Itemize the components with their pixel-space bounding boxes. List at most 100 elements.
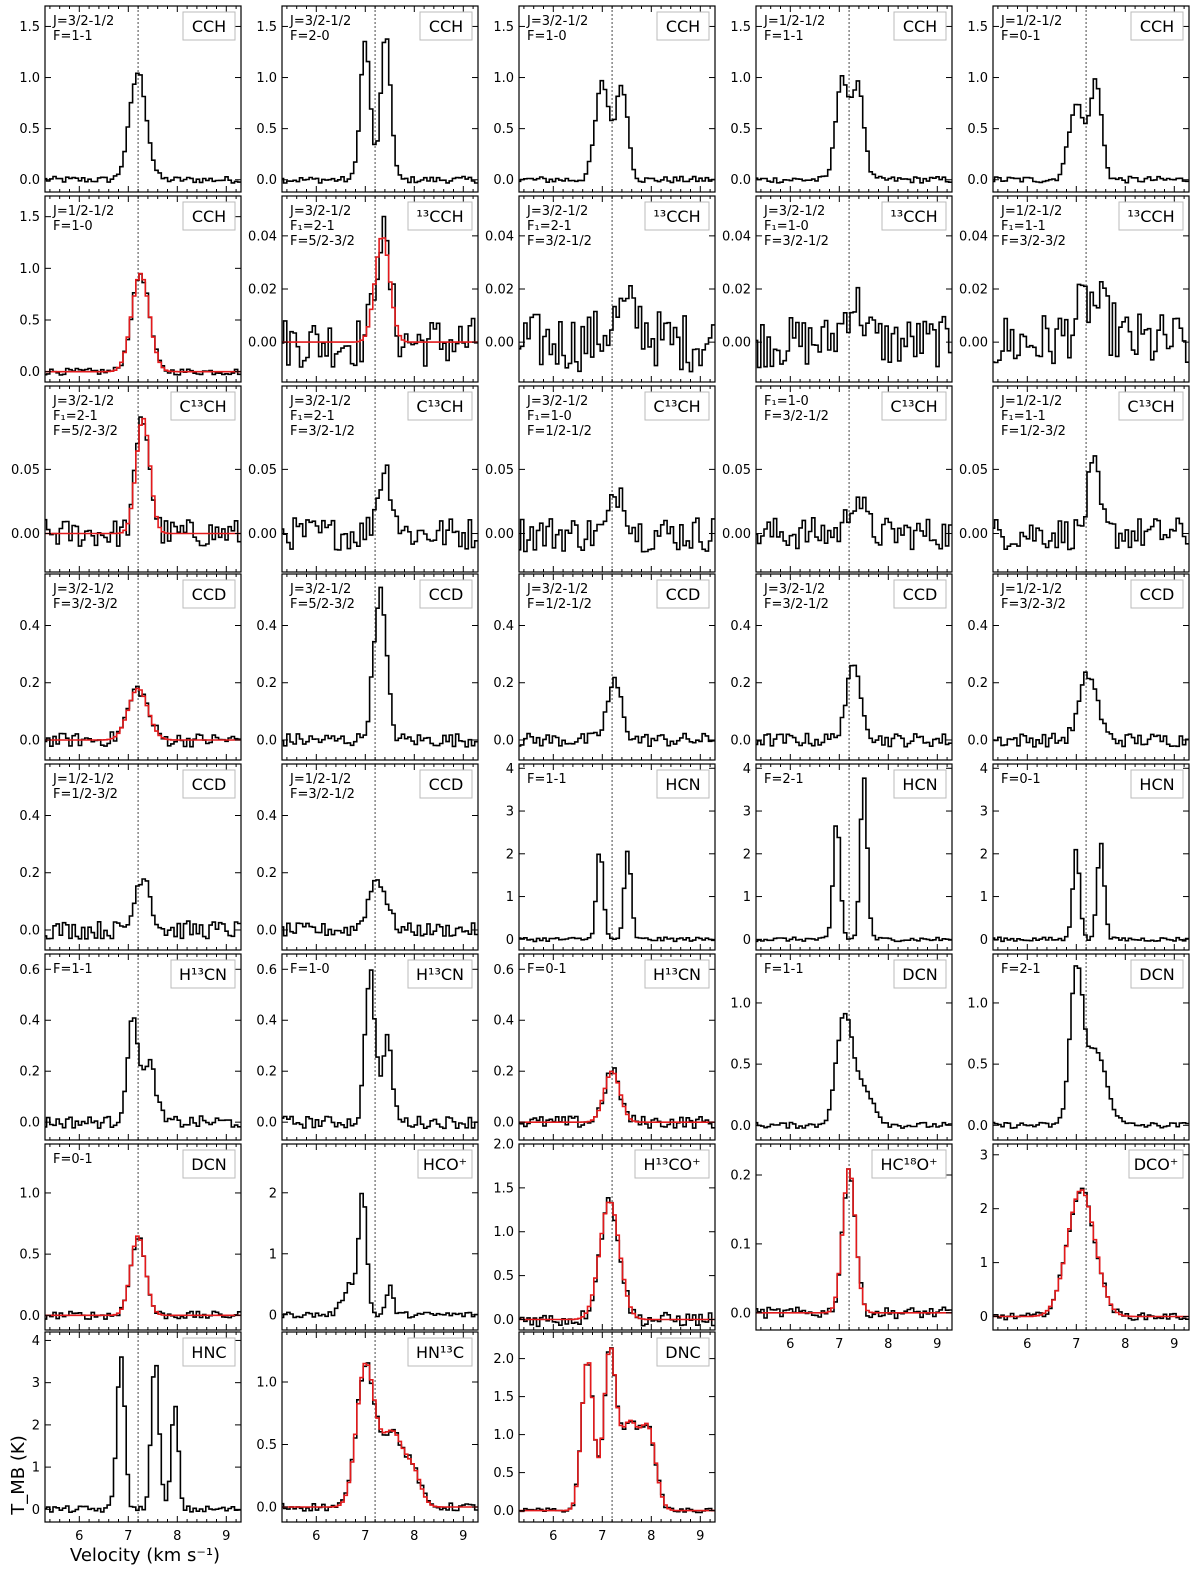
y-tick-label: 0.05: [959, 463, 988, 478]
observed-spectrum: [282, 586, 478, 748]
transition-label: J=1/2-1/2: [763, 14, 825, 29]
y-tick-label: 2: [980, 1202, 988, 1217]
y-tick-label: 0.2: [256, 1065, 277, 1080]
molecule-label: H¹³CO⁺: [643, 1155, 700, 1174]
molecule-label: DCN: [191, 1155, 226, 1174]
fit-spectrum: [993, 1189, 1189, 1318]
x-tick-label: 8: [1121, 1337, 1129, 1352]
molecule-label: CCH: [192, 17, 226, 36]
transition-label: F=0-1: [53, 1152, 93, 1167]
y-tick-label: 0.02: [248, 283, 277, 298]
panel-frame: [518, 763, 716, 951]
y-tick-label: 1.0: [493, 71, 514, 86]
molecule-label-box: [419, 769, 473, 799]
x-tick-label: 6: [786, 1337, 794, 1352]
transition-label: F=3/2-3/2: [53, 597, 118, 612]
molecule-label: CCD: [429, 585, 464, 604]
y-tick-label: 1: [743, 890, 751, 905]
spectrum-panel-6-1: 0 1 2 HCO⁺: [269, 1143, 479, 1331]
x-tick-label: 8: [173, 1529, 181, 1544]
spectrum-panel-0-1: 0.0 0.5 1.0 1.5 CCH J=3/2-1/2F=2-0: [256, 5, 479, 193]
panel-frame: [518, 1331, 716, 1523]
y-tick-label: 0.5: [19, 1248, 40, 1263]
observed-spectrum: [993, 281, 1189, 365]
transition-label: J=1/2-1/2: [1000, 394, 1062, 409]
y-tick-label: 3: [980, 1148, 988, 1163]
y-tick-label: 0.4: [19, 619, 40, 634]
transition-label: F=3/2-1/2: [290, 787, 355, 802]
transition-label: F=5/2-3/2: [290, 234, 355, 249]
panel-frame: [44, 385, 242, 573]
y-tick-label: 1.0: [730, 71, 751, 86]
molecule-label: HCN: [902, 775, 937, 794]
observed-spectrum: [756, 286, 952, 369]
y-tick-label: 2: [269, 1186, 277, 1201]
panel-frame: [518, 385, 716, 573]
panel-frame: [992, 763, 1190, 951]
y-tick-label: 0.00: [248, 527, 277, 542]
panel-frame: [281, 1331, 479, 1523]
y-tick-label: 1.0: [493, 1225, 514, 1240]
y-tick-label: 0.4: [256, 1014, 277, 1029]
molecule-label-box: [1128, 1149, 1184, 1179]
y-tick-label: 1.5: [493, 1181, 514, 1196]
y-tick-label: 0.5: [493, 122, 514, 137]
transition-label: F=3/2-3/2: [1001, 597, 1066, 612]
transition-label: J=3/2-1/2: [526, 394, 588, 409]
y-tick-label: 1.5: [967, 20, 988, 35]
molecule-label: HC¹⁸O⁺: [880, 1155, 937, 1174]
molecule-label: CCD: [192, 775, 227, 794]
transition-label: F₁=2-1: [290, 219, 335, 234]
molecule-label-box: [893, 579, 947, 609]
y-tick-label: 0.04: [248, 229, 277, 244]
y-tick-label: 0.0: [967, 1119, 988, 1134]
transition-label: F₁=2-1: [527, 219, 572, 234]
molecule-label-box: [893, 11, 947, 41]
spectrum-panel-1-0: 0.0 0.5 1.0 1.5 CCH J=1/2-1/2F=1-0: [19, 195, 242, 383]
y-tick-label: 0.4: [19, 809, 40, 824]
observed-spectrum: [282, 1362, 478, 1512]
spectrum-panel-2-2: 0.00 0.05 C¹³CH J=3/2-1/2F₁=1-0F=1/2-1/2: [485, 385, 716, 573]
y-tick-label: 1.0: [256, 1376, 277, 1391]
observed-spectrum: [519, 79, 715, 184]
observed-spectrum: [756, 664, 952, 748]
y-tick-label: 1: [32, 1461, 40, 1476]
panel-frame: [518, 573, 716, 761]
spectrum-panel-1-3: 0.00 0.02 0.04 ¹³CCH J=3/2-1/2F₁=1-0F=3/2-1/…: [722, 195, 953, 383]
y-tick-label: 0.0: [19, 173, 40, 188]
y-tick-label: 0.6: [256, 963, 277, 978]
molecule-label-box: [881, 391, 947, 421]
y-tick-label: 0.2: [19, 866, 40, 881]
observed-spectrum: [45, 1017, 241, 1129]
molecule-label-box: [1130, 959, 1184, 989]
x-tick-label: 7: [598, 1529, 606, 1544]
y-tick-label: 0.4: [256, 619, 277, 634]
panel-frame: [281, 763, 479, 951]
y-tick-label: 0.5: [967, 122, 988, 137]
molecule-label: CCD: [429, 775, 464, 794]
spectrum-panel-3-4: 0.0 0.2 0.4 CCD J=1/2-1/2F=3/2-3/2: [967, 573, 1190, 761]
molecule-label-box: [656, 579, 710, 609]
molecule-label: HCN: [1139, 775, 1174, 794]
molecule-label-box: [634, 1149, 710, 1179]
y-tick-label: 1.0: [493, 1428, 514, 1443]
transition-label: F₁=1-0: [527, 409, 572, 424]
spectrum-panel-4-4: 0 1 2 3 4 HCN F=0-1: [980, 762, 1190, 951]
transition-label: F=1-0: [527, 29, 567, 44]
transition-label: F=0-1: [1001, 772, 1041, 787]
y-tick-label: 1: [506, 890, 514, 905]
molecule-label: CCH: [903, 17, 937, 36]
panel-frame: [281, 1143, 479, 1331]
x-tick-label: 9: [933, 1337, 941, 1352]
observed-spectrum: [282, 215, 478, 368]
x-tick-label: 7: [124, 1529, 132, 1544]
molecule-label: C¹³CH: [1127, 397, 1174, 416]
transition-label: F=1/2-3/2: [53, 787, 118, 802]
y-tick-label: 0.5: [493, 1466, 514, 1481]
fit-spectrum: [519, 1201, 715, 1321]
y-tick-label: 1.0: [19, 1186, 40, 1201]
transition-label: J=3/2-1/2: [52, 394, 114, 409]
y-tick-label: 0.5: [19, 122, 40, 137]
y-tick-label: 0.02: [722, 283, 751, 298]
molecule-label: H¹³CN: [179, 965, 227, 984]
